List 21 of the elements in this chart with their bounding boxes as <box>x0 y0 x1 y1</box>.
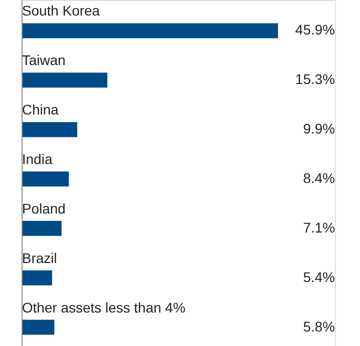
y-tick-label: India <box>22 151 53 167</box>
bar <box>22 172 69 186</box>
bar <box>22 320 54 335</box>
y-tick-label: South Korea <box>22 2 100 19</box>
bar <box>22 220 62 236</box>
data-label: 9.9% <box>303 120 335 137</box>
bar <box>22 122 78 138</box>
y-tick-label: Poland <box>22 200 66 216</box>
data-label: 5.8% <box>303 318 335 334</box>
data-label: 7.1% <box>303 219 335 236</box>
data-label: 8.4% <box>303 170 335 186</box>
bar <box>22 270 52 286</box>
y-tick-label: Taiwan <box>22 52 66 68</box>
y-tick-label: Brazil <box>22 250 58 266</box>
bar <box>22 23 278 38</box>
data-label: 15.3% <box>295 71 335 88</box>
bar <box>22 72 108 88</box>
data-label: 5.4% <box>303 268 335 285</box>
y-tick-label: China <box>22 102 59 118</box>
data-label: 45.9% <box>295 22 335 38</box>
y-tick-label: Other assets less than 4% <box>22 299 186 316</box>
